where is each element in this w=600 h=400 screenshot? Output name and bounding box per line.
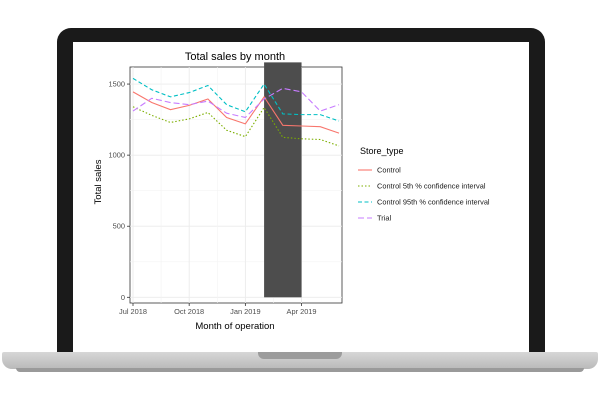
series-line-2: [132, 77, 340, 122]
legend-label-1: Control 5th % confidence interval: [377, 182, 486, 191]
x-tick-label: Jul 2018: [119, 307, 147, 316]
plot-panel: [129, 66, 343, 304]
grid-lines: [130, 67, 342, 303]
trial-period-rect: [264, 62, 302, 298]
axis-ticks: 0 500 1000 1500 Jul 2018 Oct 2018 Jan 2019 Apr …: [109, 80, 317, 316]
line-chart: Total sales by month 0 500 1000 1500 Jul 201…: [93, 51, 490, 332]
legend-label-3: Trial: [377, 214, 391, 223]
y-tick-label: 1500: [109, 80, 125, 89]
laptop-base: [2, 352, 598, 369]
series-line-3: [132, 87, 340, 119]
legend-label-0: Control: [377, 166, 401, 175]
legend-items: Control Control 5th % confidence interval…: [358, 166, 490, 223]
laptop-trackpad-notch: [258, 352, 342, 359]
x-tick-label: Oct 2018: [174, 307, 204, 316]
chart-title: Total sales by month: [185, 51, 285, 63]
x-tick-label: Apr 2019: [287, 307, 317, 316]
y-axis-title: Total sales: [93, 159, 104, 204]
y-tick-label: 1000: [109, 151, 125, 160]
y-tick-label: 0: [121, 293, 125, 302]
legend-label-2: Control 95th % confidence interval: [377, 198, 490, 207]
laptop-screen: Total sales by month 0 500 1000 1500 Jul 201…: [73, 42, 529, 352]
laptop-base-shadow: [16, 368, 584, 372]
series-line-0: [132, 91, 340, 134]
x-tick-label: Jan 2019: [230, 307, 260, 316]
legend: Store_type Control Control 5th % confiden…: [358, 146, 490, 223]
plot-border: [129, 66, 343, 304]
x-axis-title: Month of operation: [195, 321, 274, 332]
trial-period-band: [264, 62, 302, 298]
y-tick-label: 500: [113, 222, 125, 231]
legend-title: Store_type: [360, 146, 404, 156]
series-lines: [132, 77, 340, 147]
